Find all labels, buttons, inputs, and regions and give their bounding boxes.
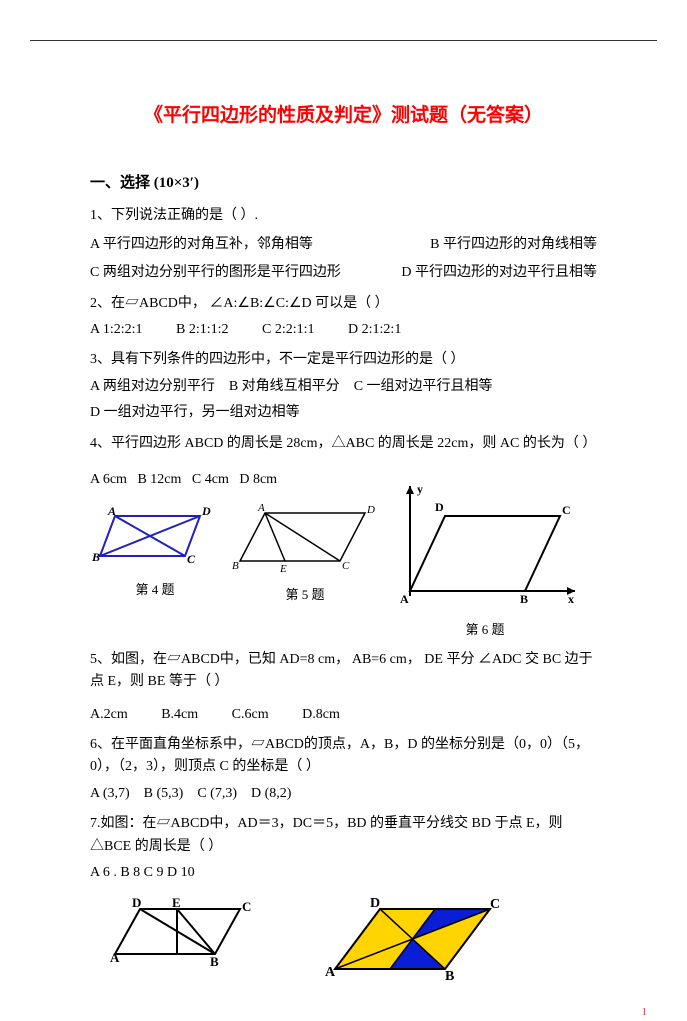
q4-opt-a: A 6cm <box>90 472 127 487</box>
svg-text:A: A <box>257 502 265 514</box>
svg-text:B: B <box>445 969 454 984</box>
svg-text:B: B <box>232 560 239 572</box>
figure-7: D E C A B <box>110 894 260 976</box>
q6-opt-a: A (3,7) <box>90 786 130 801</box>
q5-opt-d: D.8cm <box>302 707 340 722</box>
bottom-figures: D E C A B <box>110 894 597 991</box>
figure-4: A D B C 第 4 题 <box>90 501 220 601</box>
question-1: 1、下列说法正确的是（ ）. A 平行四边形的对角互补，邻角相等 B 平行四边形… <box>90 205 597 284</box>
q2-opt-d: D 2:1:2:1 <box>348 322 401 337</box>
q4-opts: A 6cm B 12cm C 4cm D 8cm <box>90 469 277 491</box>
q7-stem: 7.如图：在▱ABCD中，AD＝3，DC＝5，BD 的垂直平分线交 BD 于点 … <box>90 813 597 858</box>
q6-opts: A (3,7) B (5,3) C (7,3) D (8,2) <box>90 783 597 805</box>
q7-opt-line: A 6 . B 8 C 9 D 10 <box>90 865 195 880</box>
svg-text:B: B <box>91 550 100 564</box>
question-4: 4、平行四边形 ABCD 的周长是 28cm，△ABC 的周长是 22cm，则 … <box>90 433 597 641</box>
q1-opt-a: A 平行四边形的对角互补，邻角相等 <box>90 234 313 256</box>
figure-7-svg: D E C A B <box>110 894 260 969</box>
q2-opt-b: B 2:1:1:2 <box>176 322 229 337</box>
doc-title: 《平行四边形的性质及判定》测试题（无答案） <box>90 101 597 131</box>
svg-text:E: E <box>172 895 181 910</box>
q3-stem: 3、具有下列条件的四边形中，不一定是平行四边形的是（ ） <box>90 349 597 371</box>
q4-stem: 4、平行四边形 ABCD 的周长是 28cm，△ABC 的周长是 22cm，则 … <box>90 433 597 455</box>
figure-5: A D B E C 第 5 题 <box>230 501 380 606</box>
svg-text:E: E <box>279 563 287 575</box>
q2-stem: 2、在▱ABCD中， ∠A:∠B:∠C:∠D 可以是（ ） <box>90 293 597 315</box>
q6-stem: 6、在平面直角坐标系中，▱ABCD的顶点，A，B，D 的坐标分别是（0，0）（5… <box>90 734 597 779</box>
q3-opt-b: B 对角线互相平分 <box>229 379 340 394</box>
q3-opt-c: C 一组对边平行且相等 <box>354 379 493 394</box>
q1-row2: C 两组对边分别平行的图形是平行四边形 D 平行四边形的对边平行且相等 <box>90 262 597 284</box>
svg-text:D: D <box>132 895 141 910</box>
svg-text:C: C <box>562 503 571 517</box>
q1-opt-d: D 平行四边形的对边平行且相等 <box>401 262 597 284</box>
q1-opt-c: C 两组对边分别平行的图形是平行四边形 <box>90 262 341 284</box>
question-2: 2、在▱ABCD中， ∠A:∠B:∠C:∠D 可以是（ ） A 1:2:2:1 … <box>90 293 597 342</box>
q2-opts: A 1:2:2:1 B 2:1:1:2 C 2:2:1:1 D 2:1:2:1 <box>90 319 597 341</box>
question-6: 6、在平面直角坐标系中，▱ABCD的顶点，A，B，D 的坐标分别是（0，0）（5… <box>90 734 597 805</box>
svg-text:C: C <box>342 560 350 572</box>
figure-6: A B C D x y 第 6 题 <box>390 481 580 641</box>
question-5: 5、如图，在▱ABCD中，已知 AD=8 cm， AB=6 cm， DE 平分 … <box>90 649 597 726</box>
q3-opt-a: A 两组对边分别平行 <box>90 379 215 394</box>
figure-4-svg: A D B C <box>90 501 220 571</box>
svg-text:B: B <box>210 954 219 969</box>
svg-text:C: C <box>490 897 500 912</box>
svg-text:D: D <box>370 896 380 911</box>
q3-opt-d: D 一组对边平行，另一组对边相等 <box>90 405 300 420</box>
svg-text:y: y <box>417 482 423 496</box>
q2-opt-a: A 1:2:2:1 <box>90 322 143 337</box>
figure-4-caption: 第 4 题 <box>90 580 220 601</box>
q5-stem: 5、如图，在▱ABCD中，已知 AD=8 cm， AB=6 cm， DE 平分 … <box>90 649 597 694</box>
svg-text:A: A <box>325 965 336 980</box>
q4-opt-c: C 4cm <box>192 472 229 487</box>
svg-text:C: C <box>242 899 251 914</box>
q5-opts: A.2cm B.4cm C.6cm D.8cm <box>90 704 597 726</box>
figure-8: A B C D <box>320 894 510 991</box>
svg-text:A: A <box>107 504 116 518</box>
svg-text:D: D <box>435 500 444 514</box>
q3-opts2: D 一组对边平行，另一组对边相等 <box>90 402 597 424</box>
q1-row1: A 平行四边形的对角互补，邻角相等 B 平行四边形的对角线相等 <box>90 234 597 256</box>
figure-6-caption: 第 6 题 <box>390 620 580 641</box>
section-1-heading: 一、选择 (10×3′) <box>90 171 597 195</box>
q6-opt-b: B (5,3) <box>144 786 184 801</box>
q4-opt-b: B 12cm <box>137 472 181 487</box>
q5-opt-c: C.6cm <box>232 707 269 722</box>
figure-5-svg: A D B E C <box>230 501 380 576</box>
figure-5-caption: 第 5 题 <box>230 585 380 606</box>
question-7: 7.如图：在▱ABCD中，AD＝3，DC＝5，BD 的垂直平分线交 BD 于点 … <box>90 813 597 884</box>
q6-opt-d: D (8,2) <box>251 786 291 801</box>
page-number: 1 <box>642 1004 648 1021</box>
q2-opt-c: C 2:2:1:1 <box>262 322 315 337</box>
q7-opts: A 6 . B 8 C 9 D 10 <box>90 862 597 884</box>
svg-text:B: B <box>520 592 528 606</box>
q3-opts1: A 两组对边分别平行 B 对角线互相平分 C 一组对边平行且相等 <box>90 376 597 398</box>
svg-text:D: D <box>201 504 211 518</box>
q1-opt-b: B 平行四边形的对角线相等 <box>430 234 597 256</box>
figure-6-svg: A B C D x y <box>390 481 580 611</box>
q5-opt-b: B.4cm <box>161 707 198 722</box>
page: 《平行四边形的性质及判定》测试题（无答案） 一、选择 (10×3′) 1、下列说… <box>30 40 657 1011</box>
question-3: 3、具有下列条件的四边形中，不一定是平行四边形的是（ ） A 两组对边分别平行 … <box>90 349 597 424</box>
svg-text:A: A <box>400 592 409 606</box>
svg-text:D: D <box>366 504 375 516</box>
svg-text:C: C <box>187 552 196 566</box>
q4-opt-d: D 8cm <box>239 472 277 487</box>
q6-opt-c: C (7,3) <box>197 786 237 801</box>
svg-text:A: A <box>110 950 120 965</box>
q5-opt-a: A.2cm <box>90 707 128 722</box>
svg-text:x: x <box>568 592 574 606</box>
q1-stem: 1、下列说法正确的是（ ）. <box>90 205 597 227</box>
figures-row: A D B C 第 4 题 A D B E C <box>90 501 597 641</box>
